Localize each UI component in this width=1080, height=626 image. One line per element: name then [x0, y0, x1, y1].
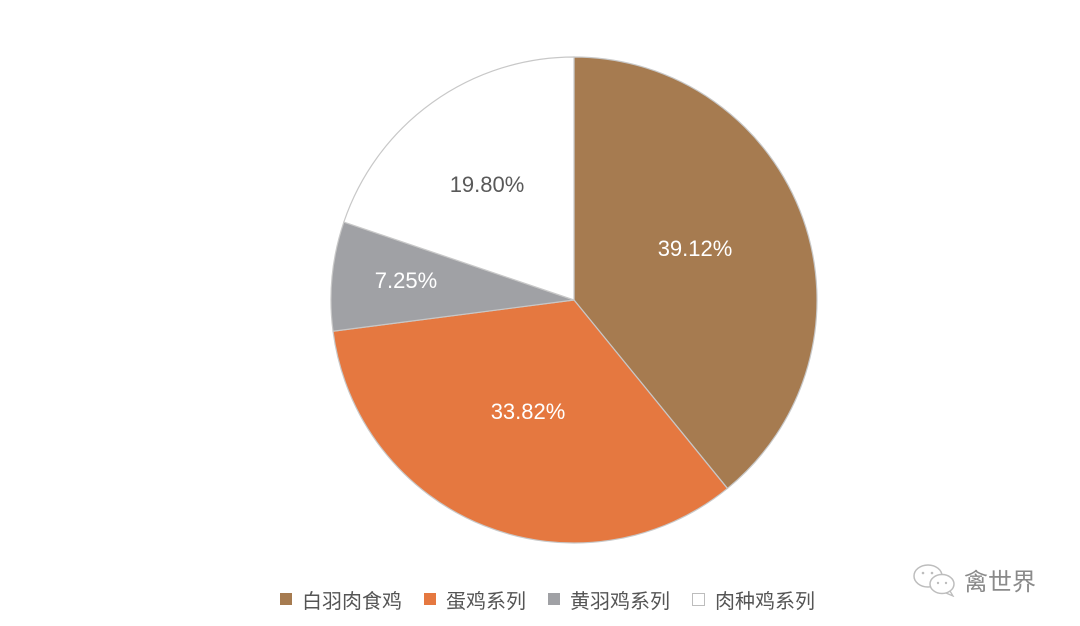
legend-item-layer-series: 蛋鸡系列: [424, 585, 526, 614]
slice-layer-series: [332, 299, 729, 544]
legend-label: 蛋鸡系列: [446, 588, 526, 613]
slice-value-label: 7.25%: [375, 268, 437, 293]
slice-yellow-feather-series: [330, 221, 575, 332]
legend-item-yellow-feather-series: 黄羽鸡系列: [548, 585, 670, 614]
slice-white-feather-broiler: [573, 56, 818, 490]
legend-swatch: [280, 593, 292, 605]
slice-value-label: 39.12%: [658, 236, 733, 261]
chart-legend: 白羽肉食鸡 蛋鸡系列 黄羽鸡系列 肉种鸡系列: [280, 584, 815, 614]
legend-item-broiler-breeder-series: 肉种鸡系列: [692, 585, 815, 614]
legend-swatch: [548, 593, 560, 605]
slice-broiler-breeder-series: [343, 56, 575, 301]
legend-label: 黄羽鸡系列: [570, 588, 670, 613]
legend-item-white-feather-broiler: 白羽肉食鸡: [280, 585, 402, 614]
watermark-text: 禽世界: [964, 568, 1036, 596]
legend-label: 肉种鸡系列: [715, 588, 815, 613]
watermark: 禽世界: [912, 562, 1036, 597]
legend-label: 白羽肉食鸡: [302, 588, 402, 613]
legend-swatch: [424, 593, 436, 605]
slice-value-label: 33.82%: [491, 399, 566, 424]
wechat-icon: [913, 563, 955, 597]
slice-value-label: 19.80%: [450, 172, 525, 197]
legend-swatch: [692, 592, 705, 606]
